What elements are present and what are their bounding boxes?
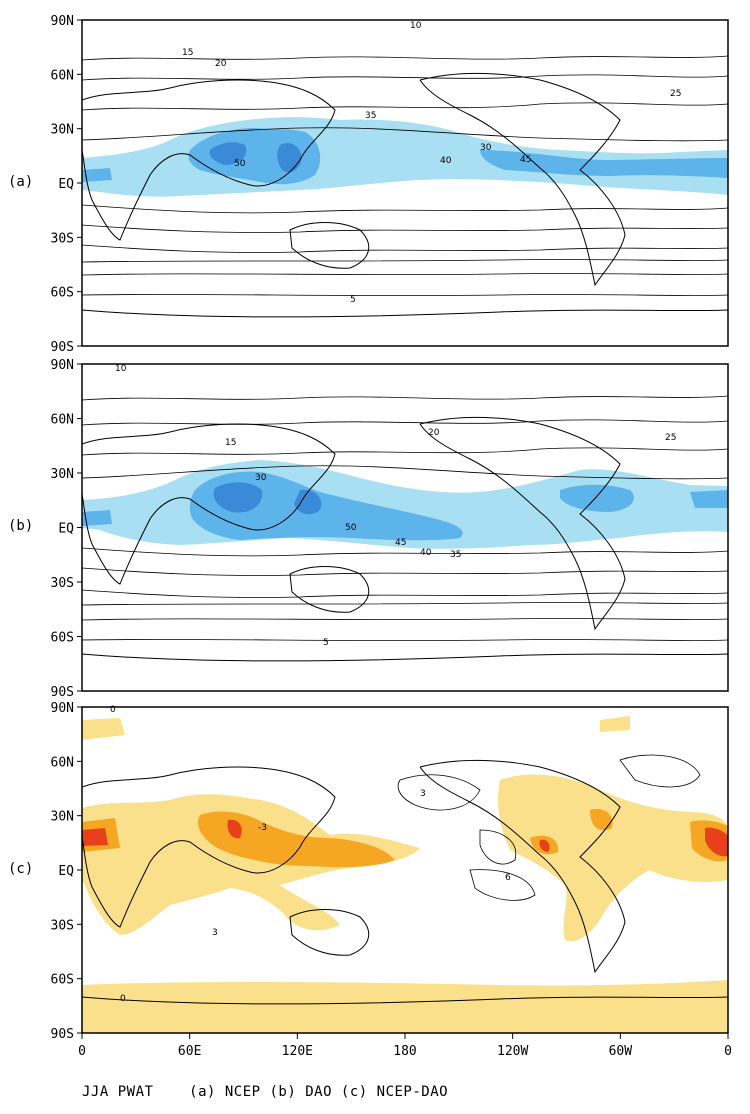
lat-tick-label: 90S — [51, 1027, 74, 1042]
lon-tick-label: 60E — [178, 1044, 201, 1059]
lat-tick-label: 60N — [51, 755, 74, 770]
contour-label: 35 — [450, 550, 461, 560]
panel-c-contours — [397, 754, 701, 901]
contour-label: 10 — [410, 21, 422, 31]
figure-caption: JJA PWAT (a) NCEP (b) DAO (c) NCEP-DAO — [82, 1084, 449, 1100]
panel-b-contours — [82, 395, 728, 641]
contour-label: 6 — [505, 873, 511, 883]
contour-label: 15 — [182, 48, 193, 58]
lat-tick-label: 60S — [51, 973, 74, 988]
panel-a-coastlines — [82, 72, 728, 318]
contour-label: 25 — [670, 89, 681, 99]
panel-a-label: (a) — [8, 174, 33, 190]
lon-tick-label: 180 — [393, 1044, 416, 1059]
panel-a-shade-light — [82, 117, 728, 197]
lat-tick-label: 60S — [51, 286, 74, 301]
panel-c-coastlines — [82, 759, 728, 1005]
contour-label: 15 — [225, 438, 236, 448]
lat-tick-label: 90S — [51, 685, 74, 700]
contour-label: -3 — [258, 823, 267, 833]
panel-b-label: (b) — [8, 518, 33, 534]
lat-tick-label: 60N — [51, 413, 74, 428]
longitude-axis: 0 60E 120E 180 120W 60W 0 — [78, 1033, 732, 1059]
lat-tick-label: 90S — [51, 340, 74, 355]
panel-a-map — [82, 55, 728, 318]
contour-label: 25 — [665, 433, 676, 443]
contour-label: 0 — [120, 994, 126, 1004]
contour-label: 40 — [420, 548, 432, 558]
panel-b-contour-labels: 10 15 20 25 30 35 40 45 50 5 — [115, 364, 676, 648]
lat-tick-label: 30S — [51, 918, 74, 933]
lat-tick-label: 90N — [51, 14, 74, 29]
panel-a-contours — [82, 55, 728, 296]
panel-c-shade-orange — [82, 809, 728, 868]
panel-c-contour-labels: 0 3 -3 6 0 3 — [110, 705, 511, 1004]
lat-tick-label: 60S — [51, 631, 74, 646]
contour-label: 30 — [480, 143, 492, 153]
lon-tick-label: 120E — [282, 1044, 313, 1059]
contour-label: 35 — [365, 111, 376, 121]
panel-a: (a) 10 15 20 25 30 35 40 45 50 5 — [8, 19, 729, 347]
lat-tick-label: 90N — [51, 358, 74, 373]
panel-a-shade-dark — [209, 142, 302, 173]
lat-tick-label: 30N — [51, 467, 74, 482]
contour-label: 5 — [350, 295, 356, 305]
contour-label: 3 — [420, 789, 426, 799]
contour-label: 40 — [440, 156, 452, 166]
contour-label: 30 — [255, 473, 267, 483]
panel-b-map — [82, 395, 728, 662]
panel-c-map — [82, 716, 728, 1033]
contour-label: 20 — [428, 428, 440, 438]
lon-tick-label: 120W — [497, 1044, 528, 1059]
lat-tick-label: 30S — [51, 231, 74, 246]
panel-a-shade-mid — [82, 128, 728, 185]
lat-tick-label: 60N — [51, 68, 74, 83]
lat-tick-label: EQ — [58, 177, 74, 192]
contour-label: 50 — [234, 159, 246, 169]
contour-label: 45 — [395, 538, 406, 548]
latitude-axis: 90N60N30NEQ30S60S90S90N60N30NEQ30S60S90S… — [51, 14, 82, 1042]
contour-label: 20 — [215, 59, 227, 69]
panel-b-shade-dark — [213, 482, 322, 515]
panel-c-shade-yellow — [82, 716, 728, 1033]
panel-b: (b) 10 15 20 25 30 35 40 45 50 5 — [8, 363, 729, 692]
lat-tick-label: 30S — [51, 576, 74, 591]
contour-label: 10 — [115, 364, 127, 374]
lon-tick-label: 60W — [609, 1044, 633, 1059]
lat-tick-label: 90N — [51, 701, 74, 716]
lon-tick-label: 0 — [78, 1044, 86, 1059]
lat-tick-label: EQ — [58, 522, 74, 537]
lat-tick-label: EQ — [58, 864, 74, 879]
contour-label: 5 — [323, 638, 329, 648]
panel-c: (c) 0 3 -3 6 0 3 — [8, 705, 729, 1034]
panel-a-contour-labels: 10 15 20 25 30 35 40 45 50 5 — [182, 21, 681, 305]
lat-tick-label: 30N — [51, 810, 74, 825]
lat-tick-label: 30N — [51, 123, 74, 138]
contour-label: 50 — [345, 523, 357, 533]
panel-c-label: (c) — [8, 861, 33, 877]
contour-label: 0 — [110, 705, 116, 715]
contour-label: 45 — [520, 155, 531, 165]
lon-tick-label: 0 — [724, 1044, 732, 1059]
panel-b-coastlines — [82, 416, 728, 662]
contour-label: 3 — [212, 928, 218, 938]
